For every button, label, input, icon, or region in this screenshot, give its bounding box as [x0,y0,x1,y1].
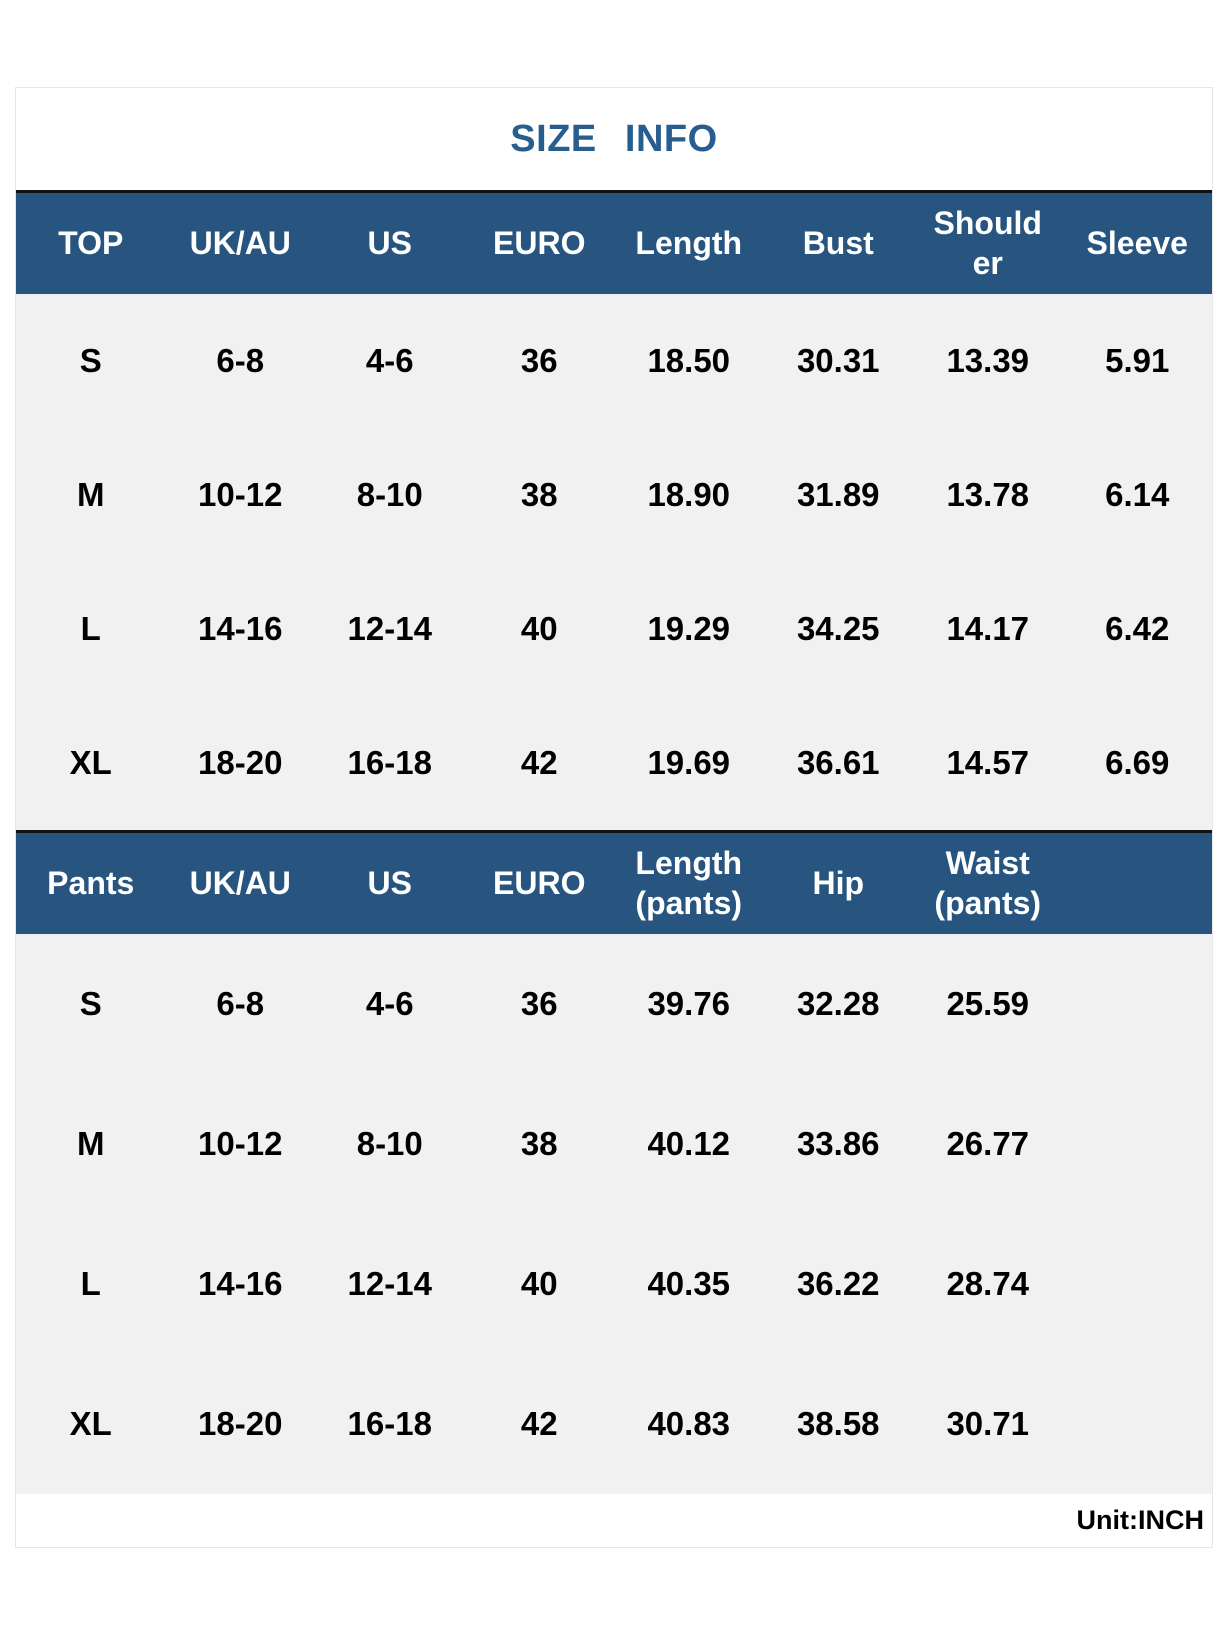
table-cell: 42 [520,1405,558,1442]
table-cell: 18.90 [647,476,731,513]
table-cell: 6-8 [216,985,265,1022]
table-row: M 10-12 8-10 38 40.12 33.86 26.77 [16,1074,1212,1214]
table-cell: 33.86 [796,1125,880,1162]
table-cell: 31.89 [796,476,880,513]
table-cell: 25.59 [946,985,1030,1022]
header-cell-bust: Bust [802,224,874,261]
table-cell: L [80,610,101,647]
header-cell-shoulder: Shoulder [933,205,1042,281]
table-cell: 30.31 [796,342,880,379]
top-table-header: TOP UK/AU US EURO Length Bust Shoulder S… [16,193,1212,294]
table-cell: 14.57 [946,744,1030,781]
table-cell: 36 [520,985,558,1022]
table-cell: 19.29 [647,610,731,647]
size-chart: SIZE INFO TOP UK/AU US EURO Length Bust … [15,87,1213,1548]
table-cell: 4-6 [365,985,414,1022]
table-cell: 36 [520,342,558,379]
table-cell: 6-8 [216,342,265,379]
table-cell: 12-14 [347,1265,432,1302]
table-cell: 18-20 [198,744,283,781]
footer-section: Unit:INCH [16,1494,1212,1547]
table-cell: 40 [520,610,558,647]
table-cell: 32.28 [796,985,880,1022]
table-cell: M [77,476,105,513]
table-cell: 16-18 [347,744,432,781]
table-cell: 12-14 [347,610,432,647]
table-cell: 38 [520,1125,558,1162]
table-cell: 4-6 [365,342,414,379]
table-cell: 5.91 [1105,342,1170,379]
table-cell: 42 [520,744,558,781]
table-cell: 40.35 [647,1265,731,1302]
table-cell: 18-20 [198,1405,283,1442]
table-cell: 39.76 [647,985,731,1022]
table-cell: 38 [520,476,558,513]
table-cell: XL [69,1405,112,1442]
page-title: SIZE INFO [510,117,718,160]
table-cell: 14.17 [946,610,1030,647]
table-cell: 10-12 [198,1125,283,1162]
table-cell: 28.74 [946,1265,1030,1302]
title-section: SIZE INFO [16,88,1212,190]
table-cell: 18.50 [647,342,731,379]
table-row: M 10-12 8-10 38 18.90 31.89 13.78 6.14 [16,428,1212,562]
table-cell: 36.22 [796,1265,880,1302]
header-cell-length-pants: Length (pants) [635,845,743,921]
header-cell-us: US [367,224,412,261]
table-cell: 16-18 [347,1405,432,1442]
header-cell-us: US [367,864,412,901]
table-cell: L [80,1265,101,1302]
table-cell: 8-10 [356,1125,423,1162]
divider-top [16,190,1212,193]
pants-table-header: Pants UK/AU US EURO Length (pants) Hip W… [16,833,1212,934]
table-cell: 30.71 [946,1405,1030,1442]
table-cell: XL [69,744,112,781]
table-cell: 6.42 [1105,610,1170,647]
table-cell: S [79,342,102,379]
table-cell: 38.58 [796,1405,880,1442]
table-row: XL 18-20 16-18 42 40.83 38.58 30.71 [16,1354,1212,1494]
table-cell: 13.39 [946,342,1030,379]
divider-pants [16,830,1212,833]
header-cell-pants: Pants [47,864,135,901]
table-cell: 14-16 [198,610,283,647]
table-cell: 14-16 [198,1265,283,1302]
header-cell-ukau: UK/AU [189,224,291,261]
header-cell-length: Length [635,224,743,261]
header-cell-top: TOP [58,224,124,261]
header-cell-euro: EURO [493,864,586,901]
table-row: S 6-8 4-6 36 18.50 30.31 13.39 5.91 [16,294,1212,428]
table-cell: 10-12 [198,476,283,513]
table-cell: 6.14 [1105,476,1170,513]
unit-note: Unit:INCH [1076,1505,1204,1535]
table-row: S 6-8 4-6 36 39.76 32.28 25.59 [16,934,1212,1074]
table-cell: 34.25 [796,610,880,647]
table-cell: 19.69 [647,744,731,781]
table-cell: 40.12 [647,1125,731,1162]
table-cell: 8-10 [356,476,423,513]
table-cell: M [77,1125,105,1162]
table-cell: 36.61 [796,744,880,781]
table-row: L 14-16 12-14 40 40.35 36.22 28.74 [16,1214,1212,1354]
header-cell-hip: Hip [812,864,865,901]
table-cell: 6.69 [1105,744,1170,781]
header-cell-waist-pants: Waist (pants) [934,845,1042,921]
header-cell-sleeve: Sleeve [1086,224,1188,261]
table-cell: 26.77 [946,1125,1030,1162]
header-cell-euro: EURO [493,224,586,261]
header-cell-ukau: UK/AU [189,864,291,901]
table-cell: 13.78 [946,476,1030,513]
table-cell: 40 [520,1265,558,1302]
table-cell: S [79,985,102,1022]
table-cell: 40.83 [647,1405,731,1442]
table-row: XL 18-20 16-18 42 19.69 36.61 14.57 6.69 [16,696,1212,830]
table-row: L 14-16 12-14 40 19.29 34.25 14.17 6.42 [16,562,1212,696]
